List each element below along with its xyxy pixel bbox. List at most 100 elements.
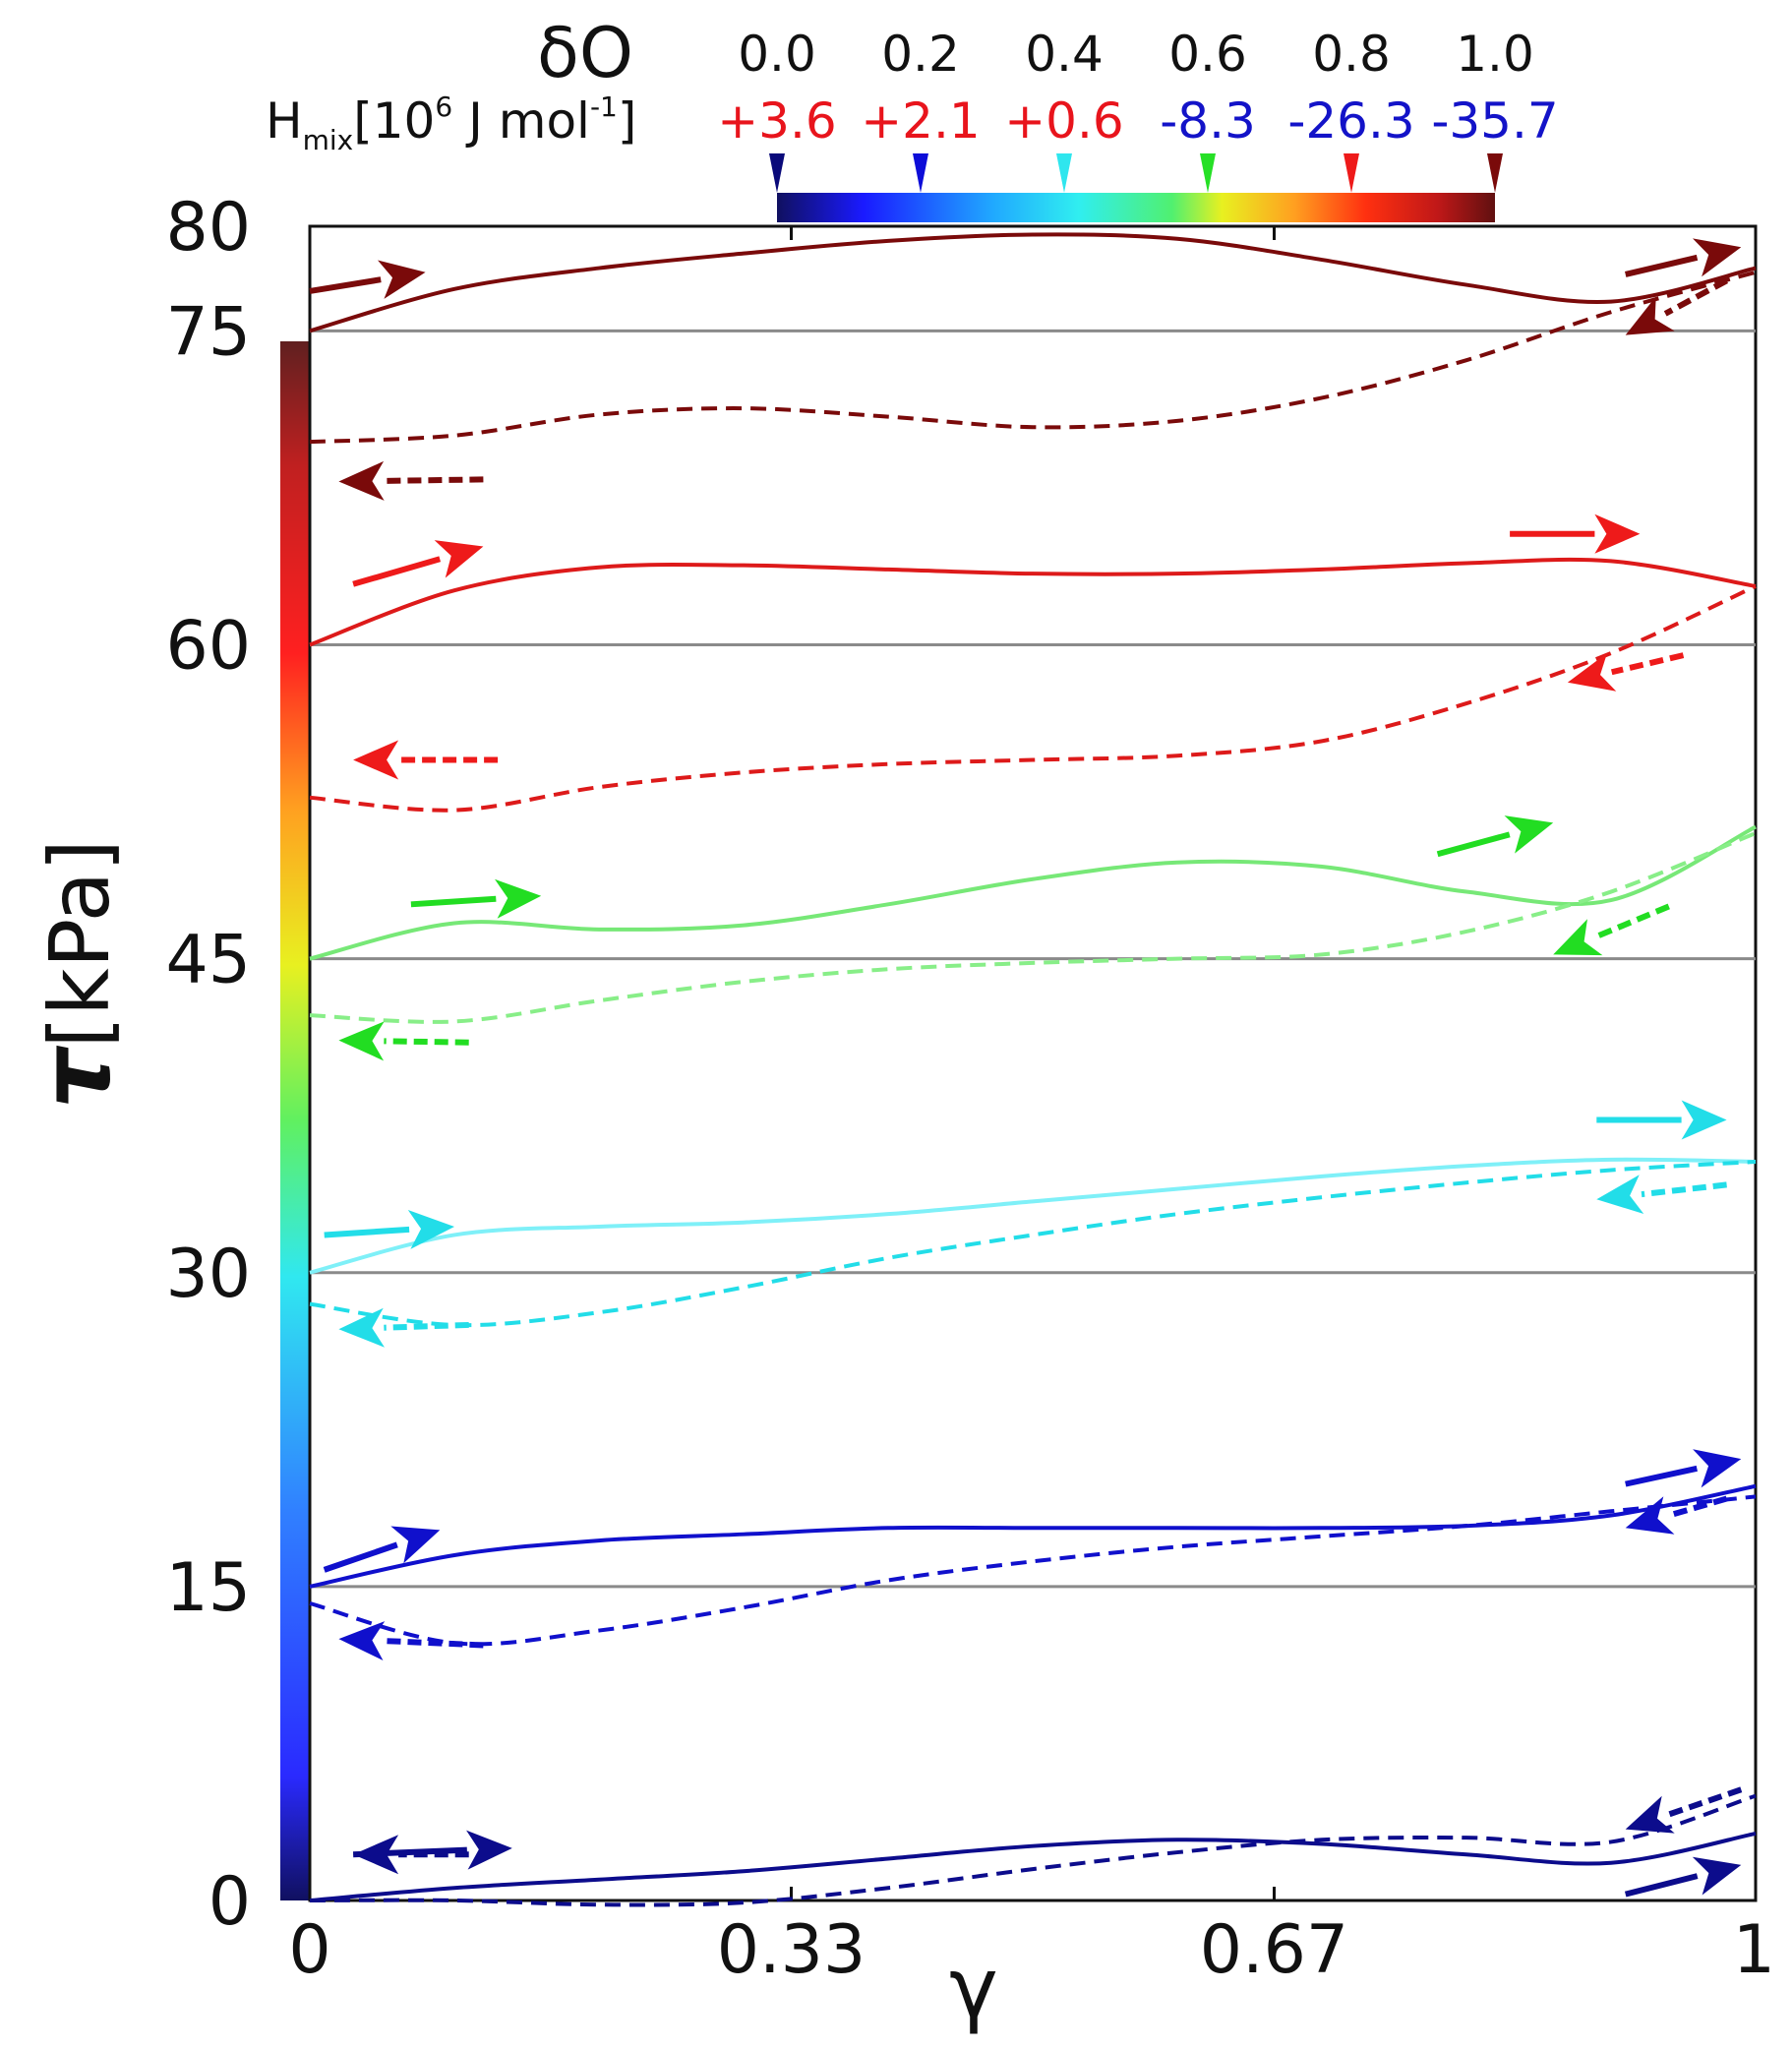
direction-arrow <box>338 1621 484 1661</box>
colorbar-marker <box>769 153 785 193</box>
arrow-head <box>1681 1100 1727 1140</box>
arrow-head <box>1504 815 1554 854</box>
arrow-shaft <box>1625 1465 1698 1487</box>
arrow-shaft <box>323 1541 398 1573</box>
enthalpy-bracket-close: ] <box>618 92 637 150</box>
colorbar-hmix-value: -8.3 <box>1160 92 1256 150</box>
arrow-shaft <box>1624 1873 1699 1898</box>
y-axis-unit: [kPa] <box>31 839 128 1049</box>
unloading-curve <box>309 270 1757 445</box>
unloading-curve <box>309 1159 1757 1328</box>
arrow-shaft <box>309 276 382 294</box>
arrow-shaft <box>1436 831 1511 858</box>
arrow-head <box>1567 652 1617 692</box>
arrow-head <box>338 1021 385 1061</box>
direction-arrow <box>1510 513 1641 554</box>
arrow-shaft <box>410 895 497 908</box>
x-tick-label: 0.33 <box>717 1911 866 1989</box>
direction-arrow <box>338 1021 469 1061</box>
y-axis-label: τ[kPa] <box>21 839 131 1109</box>
horizontal-colorbar <box>777 193 1495 222</box>
arrow-head <box>353 1835 399 1875</box>
loading-curve <box>309 824 1757 961</box>
colorbar-hmix-value: +0.6 <box>1004 92 1123 150</box>
y-tick-label: 15 <box>165 1549 251 1627</box>
arrow-shaft <box>384 1638 484 1649</box>
arrow-shaft <box>324 1226 410 1238</box>
y-tick-label: 30 <box>165 1236 251 1313</box>
colorbar-delta-o-label: 0.6 <box>1168 26 1247 83</box>
direction-arrow <box>1624 1856 1742 1898</box>
colorbar-delta-o-label: 0.4 <box>1025 26 1104 83</box>
arrow-shaft <box>384 476 484 484</box>
loading-curve <box>309 1831 1757 1902</box>
x-tick-label: 1 <box>1733 1911 1775 1989</box>
direction-arrow <box>338 460 484 501</box>
direction-arrow <box>1625 1449 1742 1488</box>
colorbar-hmix-value: +3.6 <box>717 92 836 150</box>
direction-arrow <box>353 1835 469 1875</box>
plot-frame <box>308 224 1758 1902</box>
unloading-curve <box>309 1494 1757 1647</box>
arrow-shaft <box>1610 652 1685 676</box>
enthalpy-unit-exponent: -1 <box>590 90 618 123</box>
colorbar-marker <box>1344 153 1359 193</box>
vertical-colorbar <box>280 341 310 1900</box>
arrow-head <box>377 260 426 299</box>
arrow-head <box>338 1307 386 1348</box>
colorbar-hmix-value: -35.7 <box>1431 92 1558 150</box>
arrow-head <box>338 460 385 501</box>
arrow-head <box>1594 513 1641 554</box>
arrow-head <box>1692 238 1742 277</box>
arrow-shaft <box>1663 277 1729 317</box>
arrow-shaft <box>384 1038 469 1046</box>
loading-curve <box>309 232 1757 333</box>
arrow-head <box>1553 919 1603 956</box>
direction-arrow <box>410 878 542 919</box>
direction-arrow <box>1553 903 1670 956</box>
colorbar-delta-o-label: 0.8 <box>1312 26 1391 83</box>
colorbar-marker <box>913 153 928 193</box>
colorbar-marker <box>1056 153 1072 193</box>
x-tick-label: 0.67 <box>1200 1911 1348 1989</box>
arrow-head <box>434 540 484 578</box>
enthalpy-symbol: H <box>266 92 303 150</box>
unloading-curve <box>309 831 1757 1024</box>
colorbar-marker <box>1487 153 1503 193</box>
direction-arrow <box>353 740 499 780</box>
y-tick-label: 45 <box>165 922 251 999</box>
direction-arrow <box>1567 652 1685 692</box>
arrow-head <box>1692 1856 1742 1896</box>
colorbar-entries: 0.0 +3.6 0.2 +2.1 0.4 +0.6 0.6 -8.3 0.8 -26.3 1.0 -… <box>717 26 1559 193</box>
y-tick-label: 60 <box>165 608 251 686</box>
direction-arrows <box>309 238 1743 1898</box>
y-tick-label: 80 <box>165 189 251 267</box>
direction-arrow <box>1625 1495 1728 1535</box>
direction-arrow <box>309 260 426 299</box>
svg-text:τ[kPa]: τ[kPa] <box>21 839 131 1109</box>
enthalpy-subscript: mix <box>303 124 354 156</box>
colorbar-delta-o-label: 0.0 <box>738 26 816 83</box>
arrow-head <box>495 878 542 919</box>
arrow-head <box>1625 296 1675 335</box>
arrow-head <box>1596 1175 1644 1215</box>
arrow-shaft <box>352 556 442 587</box>
enthalpy-unit: J mol <box>452 92 590 150</box>
direction-arrow <box>1596 1175 1727 1215</box>
colorbar-delta-o-label: 1.0 <box>1456 26 1534 83</box>
arrow-head <box>1693 1449 1742 1488</box>
arrow-head <box>466 1830 512 1870</box>
loading-curve <box>309 1483 1757 1589</box>
loading-curve <box>309 1157 1757 1275</box>
arrow-shaft <box>1668 1495 1728 1519</box>
enthalpy-bracket: [10 <box>353 92 435 150</box>
arrow-shaft <box>1593 903 1670 940</box>
arrow-head <box>353 740 399 780</box>
direction-arrow <box>1625 277 1729 335</box>
unloading-curve <box>309 1793 1757 1907</box>
x-axis-label: γ <box>949 1940 998 2036</box>
direction-arrow <box>323 1526 441 1573</box>
arrow-shaft <box>384 1321 469 1331</box>
direction-arrow <box>324 1209 454 1249</box>
enthalpy-exponent: 6 <box>435 90 452 123</box>
